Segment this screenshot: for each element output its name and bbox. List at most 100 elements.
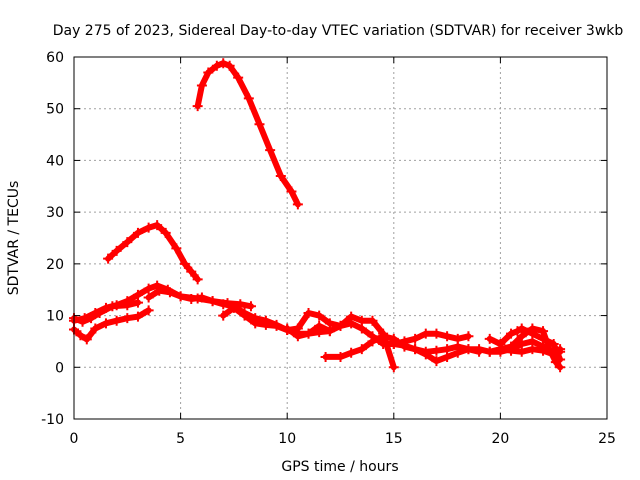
data-point bbox=[111, 315, 122, 326]
data-point bbox=[420, 349, 431, 360]
data-point bbox=[275, 170, 286, 181]
data-point bbox=[388, 339, 399, 350]
data-point bbox=[154, 285, 165, 296]
data-point bbox=[196, 292, 207, 303]
data-point bbox=[143, 283, 154, 294]
data-point bbox=[186, 294, 197, 305]
y-axis-label: SDTVAR / TECUs bbox=[6, 181, 22, 296]
data-point bbox=[516, 346, 527, 357]
data-point bbox=[175, 291, 186, 302]
data-point bbox=[335, 320, 346, 331]
data-point bbox=[356, 323, 367, 334]
data-point bbox=[100, 318, 111, 329]
data-point bbox=[192, 101, 203, 112]
data-point bbox=[164, 287, 175, 298]
data-point bbox=[527, 323, 538, 334]
data-point bbox=[143, 222, 154, 233]
data-point bbox=[81, 334, 92, 345]
y-tick-label: -10 bbox=[41, 412, 64, 428]
series-line bbox=[105, 222, 201, 283]
chart-title: Day 275 of 2023, Sidereal Day-to-day VTE… bbox=[53, 23, 624, 39]
data-point bbox=[192, 274, 203, 285]
data-point bbox=[367, 315, 378, 326]
data-point bbox=[442, 351, 453, 362]
data-point bbox=[111, 245, 122, 256]
data-point bbox=[346, 318, 357, 329]
x-tick-label: 10 bbox=[278, 431, 296, 447]
data-point bbox=[132, 297, 143, 308]
data-point bbox=[538, 326, 549, 337]
data-point bbox=[250, 318, 261, 329]
x-tick-label: 25 bbox=[598, 431, 616, 447]
data-point bbox=[431, 328, 442, 339]
y-tick-label: 10 bbox=[46, 309, 64, 325]
data-point bbox=[122, 237, 133, 248]
data-point bbox=[179, 258, 190, 269]
data-point bbox=[186, 266, 197, 277]
data-point bbox=[218, 58, 229, 69]
data-point bbox=[548, 349, 559, 360]
data-point bbox=[152, 220, 163, 231]
data-point bbox=[410, 344, 421, 355]
data-point bbox=[335, 351, 346, 362]
y-tick-label: 50 bbox=[46, 102, 64, 118]
series-arc-low-5 bbox=[218, 302, 399, 373]
data-point bbox=[143, 305, 154, 316]
series-line bbox=[194, 60, 301, 208]
data-point bbox=[356, 344, 367, 355]
data-point bbox=[550, 357, 561, 368]
data-point bbox=[94, 307, 105, 318]
data-point bbox=[452, 347, 463, 358]
x-tick-label: 15 bbox=[385, 431, 403, 447]
data-point bbox=[122, 300, 133, 311]
series-arc-low-11 bbox=[484, 344, 566, 360]
y-tick-label: 0 bbox=[55, 360, 64, 376]
data-point bbox=[303, 307, 314, 318]
data-point bbox=[484, 333, 495, 344]
data-point bbox=[388, 362, 399, 373]
data-point bbox=[474, 344, 485, 355]
data-point bbox=[171, 243, 182, 254]
data-point bbox=[265, 145, 276, 156]
data-point bbox=[516, 331, 527, 342]
data-point bbox=[431, 356, 442, 367]
data-point bbox=[286, 186, 297, 197]
data-point bbox=[484, 346, 495, 357]
series-group bbox=[69, 58, 566, 373]
data-point bbox=[506, 345, 517, 356]
data-point bbox=[442, 331, 453, 342]
y-tick-label: 30 bbox=[46, 205, 64, 221]
x-tick-label: 0 bbox=[70, 431, 79, 447]
data-point bbox=[378, 331, 389, 342]
data-point bbox=[233, 72, 244, 83]
series-arc-high bbox=[192, 58, 303, 210]
y-tick-label: 40 bbox=[46, 153, 64, 169]
data-point bbox=[75, 330, 86, 341]
plot-frame bbox=[73, 56, 608, 420]
data-point bbox=[399, 340, 410, 351]
data-point bbox=[86, 313, 97, 324]
data-point bbox=[260, 319, 271, 330]
data-point bbox=[292, 331, 303, 342]
data-point bbox=[271, 320, 282, 331]
data-point bbox=[282, 323, 293, 334]
data-point bbox=[555, 362, 566, 373]
data-point bbox=[196, 80, 207, 91]
data-point bbox=[211, 60, 222, 71]
data-point bbox=[292, 199, 303, 210]
data-point bbox=[218, 299, 229, 310]
data-point bbox=[320, 351, 331, 362]
data-point bbox=[463, 331, 474, 342]
data-point bbox=[314, 310, 325, 321]
series-arc-mid bbox=[103, 220, 203, 285]
data-point bbox=[160, 227, 171, 238]
data-point bbox=[367, 336, 378, 347]
data-point bbox=[143, 292, 154, 303]
data-point bbox=[132, 227, 143, 238]
x-tick-label: 5 bbox=[176, 431, 185, 447]
series-arc-low-2 bbox=[69, 305, 154, 345]
grid bbox=[74, 57, 607, 419]
series-line bbox=[497, 325, 564, 371]
data-point bbox=[90, 323, 101, 334]
